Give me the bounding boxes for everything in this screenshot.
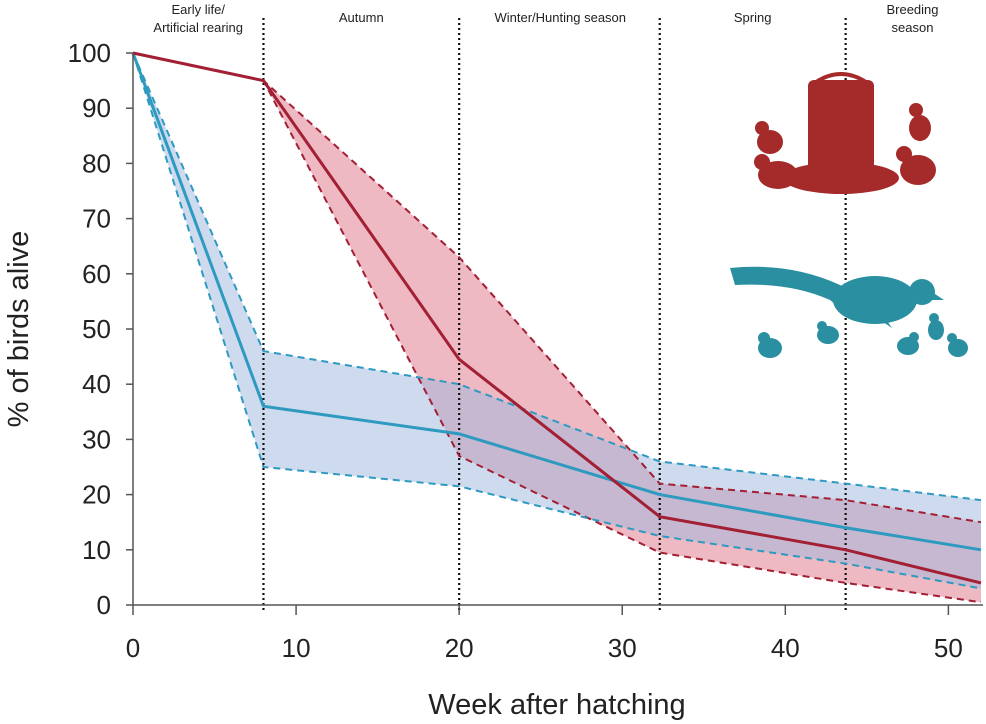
released-confidence-band <box>133 53 981 603</box>
wild-confidence-band <box>133 53 981 589</box>
season-label-4: Breeding <box>886 2 938 17</box>
season-label-1: Autumn <box>339 10 384 25</box>
x-tick-label: 20 <box>445 633 474 663</box>
x-axis-title: Week after hatching <box>428 689 685 721</box>
x-tick-label: 10 <box>282 633 311 663</box>
season-label-3: Spring <box>734 10 772 25</box>
y-tick-label: 70 <box>82 204 111 234</box>
y-tick-label: 50 <box>82 314 111 344</box>
season-label-0: Artificial rearing <box>153 20 243 35</box>
y-tick-label: 10 <box>82 535 111 565</box>
y-tick-label: 90 <box>82 93 111 123</box>
wild-upper-bound <box>132 52 982 502</box>
season-label-4: season <box>892 20 934 35</box>
y-tick-label: 20 <box>82 480 111 510</box>
x-tick-label: 0 <box>126 633 140 663</box>
season-label-2: Winter/Hunting season <box>495 10 627 25</box>
season-label-0: Early life/ <box>171 2 225 17</box>
feeder-with-chicks-icon <box>754 72 936 194</box>
y-tick-label: 80 <box>82 148 111 178</box>
y-tick-label: 60 <box>82 259 111 289</box>
x-tick-label: 40 <box>771 633 800 663</box>
y-tick-label: 30 <box>82 424 111 454</box>
y-axis-title: % of birds alive <box>3 231 35 428</box>
y-tick-label: 0 <box>97 590 111 620</box>
x-tick-label: 50 <box>934 633 963 663</box>
y-tick-label: 100 <box>68 38 111 68</box>
released-mean-line <box>132 51 982 585</box>
x-tick-label: 30 <box>608 633 637 663</box>
y-tick-label: 40 <box>82 369 111 399</box>
pheasant-with-chicks-icon <box>730 266 968 358</box>
wild-lower-bound <box>132 52 982 590</box>
wild-mean-line <box>131 52 982 552</box>
